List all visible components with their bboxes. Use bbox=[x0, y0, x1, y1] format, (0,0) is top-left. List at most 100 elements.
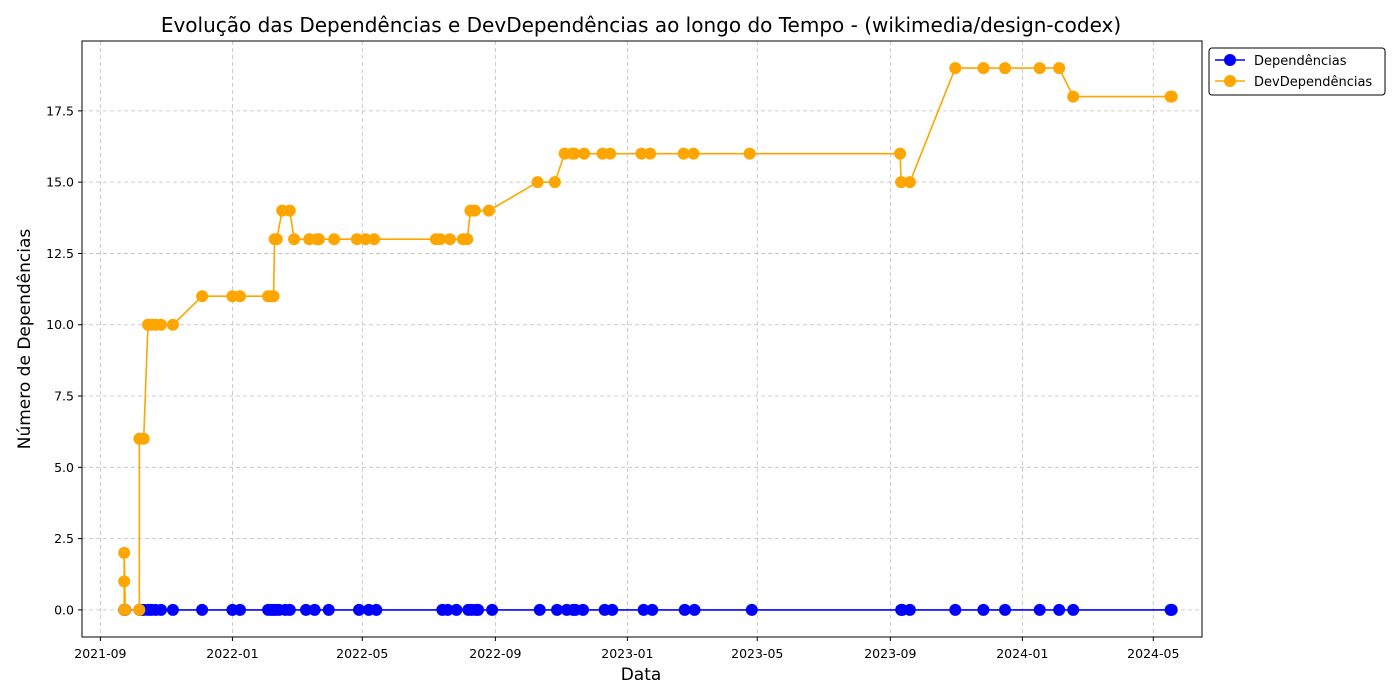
y-axis-label: Número de Dependências bbox=[15, 229, 35, 450]
data-point bbox=[688, 603, 701, 616]
data-point bbox=[155, 603, 167, 616]
y-tick-label: 12.5 bbox=[46, 246, 74, 261]
data-point bbox=[646, 603, 659, 616]
data-point bbox=[300, 603, 312, 616]
x-axis-label: Data bbox=[621, 665, 662, 685]
data-point bbox=[1033, 603, 1046, 616]
data-point bbox=[903, 176, 916, 189]
chart-title: Evolução das Dependências e DevDependênc… bbox=[161, 13, 1121, 37]
x-tick-label: 2022-05 bbox=[336, 646, 388, 661]
data-point bbox=[233, 290, 246, 303]
x-tick-label: 2023-05 bbox=[731, 646, 783, 661]
data-point bbox=[328, 233, 341, 246]
data-point bbox=[443, 233, 456, 246]
data-point bbox=[166, 603, 179, 616]
y-tick-label: 15.0 bbox=[46, 175, 74, 190]
legend: Dependências DevDependências bbox=[1208, 47, 1386, 96]
data-point bbox=[267, 290, 280, 303]
data-point bbox=[533, 603, 546, 616]
data-point bbox=[196, 290, 209, 303]
data-point bbox=[977, 603, 990, 616]
data-point bbox=[551, 603, 564, 616]
data-point bbox=[678, 603, 691, 616]
data-point bbox=[637, 603, 650, 616]
x-tick-label: 2023-01 bbox=[601, 646, 653, 661]
data-point bbox=[743, 147, 756, 160]
data-point bbox=[977, 62, 990, 75]
data-point bbox=[578, 147, 591, 160]
data-point bbox=[133, 603, 146, 616]
data-point bbox=[1053, 603, 1066, 616]
data-point bbox=[322, 603, 335, 616]
data-point bbox=[370, 603, 383, 616]
data-point bbox=[548, 176, 561, 189]
x-tick-label: 2024-01 bbox=[996, 646, 1048, 661]
legend-box bbox=[1208, 47, 1386, 96]
data-point bbox=[949, 62, 962, 75]
y-axis: 0.0 2.5 5.0 7.5 10.0 12.5 15.0 17.5 bbox=[46, 103, 82, 617]
data-point bbox=[1033, 62, 1046, 75]
data-point bbox=[283, 204, 296, 217]
data-point bbox=[359, 233, 372, 246]
legend-marker-devdependencias bbox=[1224, 75, 1236, 87]
data-point bbox=[308, 603, 321, 616]
x-tick-label: 2023-09 bbox=[864, 646, 916, 661]
data-point bbox=[441, 603, 454, 616]
data-point bbox=[353, 603, 366, 616]
data-point bbox=[450, 603, 463, 616]
data-point bbox=[687, 147, 700, 160]
legend-label-devdependencias: DevDependências bbox=[1254, 75, 1372, 90]
data-point bbox=[283, 603, 296, 616]
series-0 bbox=[118, 603, 1178, 616]
data-point bbox=[468, 204, 481, 217]
data-point bbox=[531, 176, 544, 189]
x-tick-label: 2021-09 bbox=[74, 646, 126, 661]
y-tick-label: 10.0 bbox=[46, 317, 74, 332]
series-layer bbox=[118, 62, 1178, 616]
x-axis: 2021-09 2022-01 2022-05 2022-09 2023-01 2023-… bbox=[74, 637, 1179, 661]
x-tick-label: 2022-09 bbox=[469, 646, 521, 661]
data-point bbox=[472, 603, 485, 616]
plot-frame bbox=[81, 40, 1203, 638]
x-tick-label: 2024-05 bbox=[1127, 646, 1179, 661]
data-point bbox=[461, 233, 474, 246]
legend-marker-dependencias bbox=[1224, 54, 1236, 66]
data-point bbox=[1067, 603, 1080, 616]
data-point bbox=[894, 147, 907, 160]
data-point bbox=[949, 603, 962, 616]
data-point bbox=[486, 603, 499, 616]
data-point bbox=[270, 233, 283, 246]
data-point bbox=[745, 603, 758, 616]
data-point bbox=[434, 233, 447, 246]
data-point bbox=[312, 233, 325, 246]
data-point bbox=[166, 318, 179, 331]
y-tick-label: 5.0 bbox=[54, 460, 74, 475]
data-point bbox=[677, 147, 690, 160]
y-tick-label: 7.5 bbox=[54, 389, 74, 404]
data-point bbox=[350, 233, 363, 246]
data-point bbox=[568, 147, 581, 160]
data-point bbox=[233, 603, 246, 616]
data-point bbox=[635, 147, 648, 160]
data-point bbox=[1067, 90, 1080, 103]
data-point bbox=[604, 147, 617, 160]
grid bbox=[82, 41, 1202, 637]
y-tick-label: 2.5 bbox=[54, 531, 74, 546]
data-point bbox=[118, 546, 131, 559]
data-point bbox=[999, 603, 1012, 616]
data-point bbox=[119, 603, 132, 616]
data-point bbox=[903, 603, 916, 616]
legend-label-dependencias: Dependências bbox=[1254, 54, 1347, 69]
y-tick-label: 0.0 bbox=[54, 602, 74, 617]
x-tick-label: 2022-01 bbox=[206, 646, 258, 661]
data-point bbox=[288, 233, 301, 246]
y-tick-label: 17.5 bbox=[46, 103, 74, 118]
data-point bbox=[644, 147, 657, 160]
data-point bbox=[895, 176, 908, 189]
data-point bbox=[482, 204, 495, 217]
data-point bbox=[196, 603, 209, 616]
data-point bbox=[577, 603, 590, 616]
data-point bbox=[1165, 603, 1178, 616]
data-point bbox=[118, 575, 131, 588]
